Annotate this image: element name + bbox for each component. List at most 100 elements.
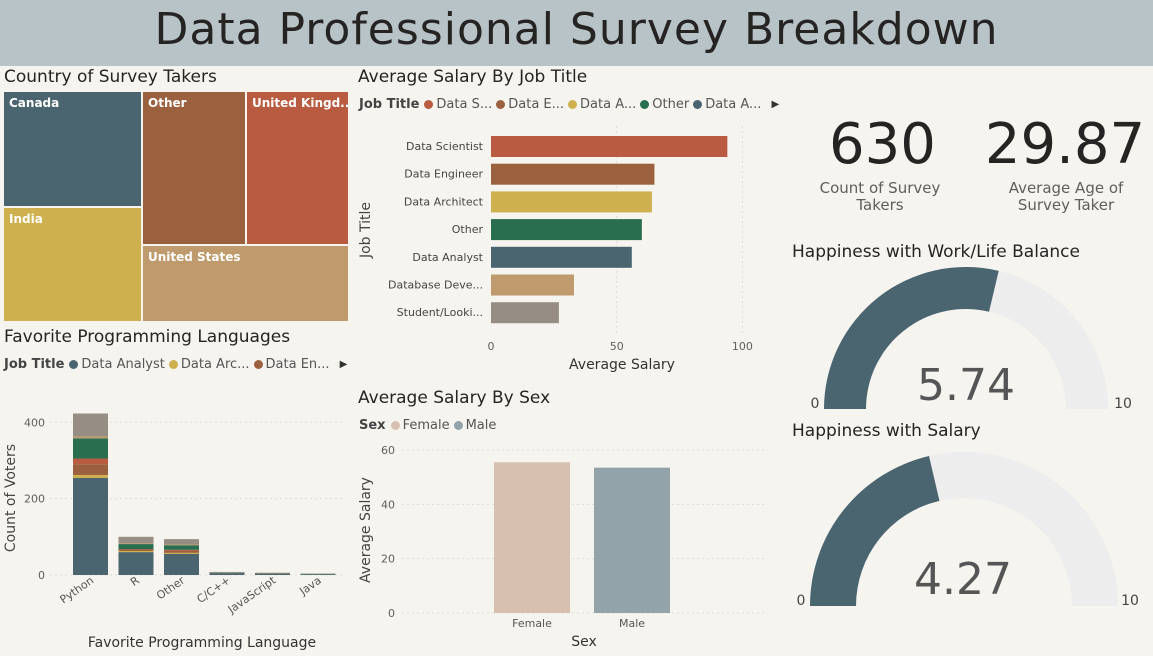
- treemap-title: Country of Survey Takers: [4, 67, 217, 87]
- tile-united-states[interactable]: United States: [142, 245, 349, 322]
- bar-segment[interactable]: [164, 544, 199, 546]
- y-tick: 0: [388, 607, 395, 620]
- bar[interactable]: [491, 274, 574, 296]
- legend-title: Job Title: [4, 357, 65, 372]
- legend-label: Male: [465, 418, 497, 433]
- legend-label: Data En...: [265, 357, 330, 372]
- y-axis-title: Job Title: [358, 202, 374, 259]
- bar-segment[interactable]: [73, 413, 108, 437]
- bar[interactable]: [594, 467, 670, 613]
- bar-segment[interactable]: [73, 436, 108, 439]
- job-salary-legend: Job Title Data S... Data E... Data A... …: [359, 97, 779, 112]
- tile-united-kingdom[interactable]: United Kingd...: [246, 91, 354, 245]
- category-label: Database Deve...: [388, 279, 483, 292]
- legend-item[interactable]: Data Analyst: [69, 357, 165, 372]
- bar[interactable]: [491, 191, 652, 213]
- legend-label: Data A...: [705, 97, 762, 112]
- category-label: Other: [154, 574, 187, 603]
- legend-dot: [168, 360, 178, 369]
- bar-segment[interactable]: [164, 539, 199, 545]
- legend-item[interactable]: Data A...: [693, 97, 761, 112]
- legend-label: Data E...: [508, 97, 565, 112]
- gauge-fill[interactable]: [824, 267, 999, 409]
- bar-segment[interactable]: [118, 550, 154, 553]
- gauge-value: 5.74: [917, 360, 1015, 411]
- legend-label: Other: [652, 97, 690, 112]
- bar-segment[interactable]: [73, 438, 108, 459]
- bar-segment[interactable]: [118, 549, 154, 551]
- bar-segment[interactable]: [118, 536, 154, 544]
- x-axis-title: Favorite Programming Language: [88, 635, 316, 651]
- gauge-max: 10: [1121, 593, 1139, 609]
- bar-segment[interactable]: [73, 464, 108, 475]
- legend-item[interactable]: Data S...: [424, 97, 492, 112]
- tile-label: India: [9, 212, 43, 226]
- legend-label: Data A...: [580, 97, 637, 112]
- legend-item[interactable]: Female: [390, 418, 450, 433]
- legend-next-arrow-icon[interactable]: ▶: [771, 99, 780, 110]
- sex-salary-legend: Sex Female Male: [359, 418, 500, 433]
- category-label: JavaScript: [225, 573, 279, 616]
- gauge-min: 0: [811, 396, 820, 412]
- bar-segment[interactable]: [118, 552, 154, 575]
- legend-item[interactable]: Data E...: [496, 97, 564, 112]
- gauge-min: 0: [797, 593, 806, 609]
- bar-segment[interactable]: [73, 458, 108, 465]
- category-label: Other: [452, 223, 484, 236]
- bar-segment[interactable]: [164, 549, 199, 551]
- tile-other[interactable]: Other: [142, 91, 246, 245]
- bar[interactable]: [491, 136, 728, 157]
- bar-segment[interactable]: [300, 574, 336, 575]
- legend-item[interactable]: Data A...: [568, 97, 636, 112]
- legend-dot: [568, 100, 578, 109]
- bar[interactable]: [491, 163, 655, 185]
- category-label: Female: [512, 617, 552, 630]
- kpi-label-line: Takers: [856, 196, 904, 214]
- bar[interactable]: [491, 246, 632, 268]
- languages-chart: Count of Voters 0 200 400 Python R Other C/…: [3, 413, 345, 651]
- y-tick: 40: [381, 498, 395, 511]
- legend-dot: [693, 100, 703, 109]
- legend-item[interactable]: Other: [640, 97, 689, 112]
- y-tick: 20: [381, 553, 395, 566]
- bar[interactable]: [494, 462, 570, 613]
- bar[interactable]: [491, 219, 642, 241]
- sex-salary-chart: Average Salary 0 20 40 60 Female Male Sex: [358, 444, 767, 650]
- legend-dot: [640, 100, 650, 109]
- age-kpi-label: Average Age of Survey Taker: [985, 180, 1147, 214]
- tile-india[interactable]: India: [3, 207, 142, 322]
- y-axis-title: Average Salary: [358, 477, 374, 583]
- bar-segment[interactable]: [255, 573, 290, 575]
- kpi-label-line: Count of Survey: [819, 179, 941, 197]
- category-label: Python: [58, 574, 97, 607]
- bar-segment[interactable]: [209, 573, 245, 575]
- y-tick: 200: [24, 493, 45, 506]
- legend-label: Data Arc...: [180, 357, 250, 372]
- languages-legend: Job Title Data Analyst Data Arc... Data …: [4, 357, 347, 372]
- bar[interactable]: [491, 302, 559, 324]
- bar-segment[interactable]: [73, 478, 108, 575]
- bar-segment[interactable]: [164, 552, 199, 554]
- bar-segment[interactable]: [164, 554, 199, 575]
- gauge-value: 4.27: [914, 554, 1012, 605]
- job-salary-title: Average Salary By Job Title: [358, 67, 588, 87]
- legend-item[interactable]: Data En...: [253, 357, 330, 372]
- y-tick: 0: [38, 569, 45, 582]
- category-label: Student/Looki...: [397, 306, 483, 319]
- category-label: Java: [296, 574, 323, 599]
- gauge-fill[interactable]: [810, 456, 940, 606]
- bar-segment[interactable]: [118, 543, 154, 545]
- bar-segment[interactable]: [164, 550, 199, 553]
- bar-segment[interactable]: [118, 544, 154, 550]
- legend-item[interactable]: Male: [453, 418, 497, 433]
- legend-item[interactable]: Data Arc...: [168, 357, 250, 372]
- tile-canada[interactable]: Canada: [3, 91, 142, 207]
- x-tick: 50: [610, 340, 624, 353]
- job-salary-chart: Job Title Data Scientist Data Engineer Dat…: [358, 126, 753, 373]
- legend-next-arrow-icon[interactable]: ▶: [339, 359, 348, 370]
- bar-segment[interactable]: [73, 474, 108, 479]
- x-axis-title: Sex: [571, 634, 597, 650]
- category-label: Data Architect: [404, 195, 484, 208]
- tile-label: United States: [148, 250, 241, 264]
- bar-segment[interactable]: [164, 545, 199, 550]
